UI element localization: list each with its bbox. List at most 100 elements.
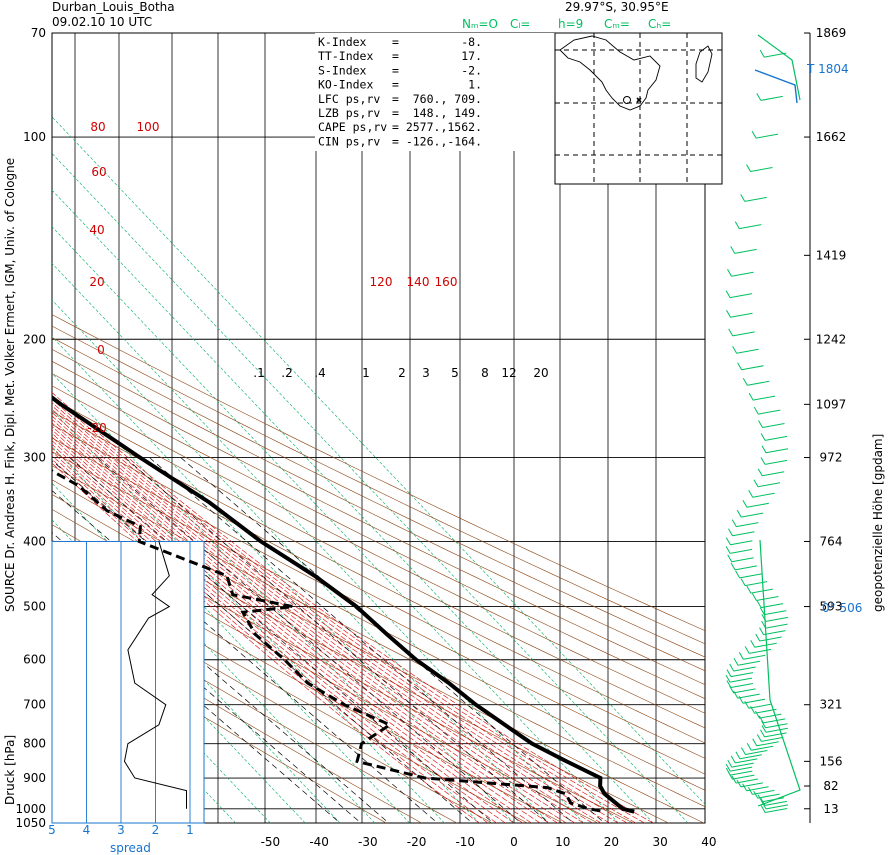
spread-tick-label: 2 bbox=[152, 823, 160, 837]
height-tick-label: 972 bbox=[820, 451, 843, 465]
moist-adiabat bbox=[52, 415, 593, 823]
temperature-tick-label: 20 bbox=[604, 835, 619, 849]
dry-adiabat bbox=[52, 325, 705, 645]
pressure-tick-label: 600 bbox=[23, 653, 46, 667]
freezing-level-label: 0° 506 bbox=[822, 601, 862, 615]
index-name: CAPE ps,rv bbox=[318, 120, 387, 134]
isotherm-line bbox=[52, 372, 480, 823]
cloud-label-nh: Nₘ=O bbox=[462, 17, 498, 31]
moist-adiabat bbox=[52, 422, 576, 823]
dry-adiabat-label: 0 bbox=[97, 343, 105, 357]
dry-adiabat-label: 80 bbox=[90, 120, 105, 134]
mixing-ratio-line bbox=[52, 460, 473, 823]
temperature-tick-label: -30 bbox=[358, 835, 378, 849]
mixing-ratio-line bbox=[96, 457, 522, 823]
moist-adiabat bbox=[52, 395, 645, 823]
station-coords: 29.97°S, 30.95°E bbox=[565, 0, 669, 14]
index-separator: = bbox=[392, 35, 399, 49]
dry-adiabat bbox=[52, 539, 563, 823]
dry-adiabat bbox=[52, 424, 705, 759]
temperature-tick-label: -20 bbox=[407, 835, 427, 849]
isotherm-line bbox=[52, 153, 689, 823]
moist-adiabat bbox=[52, 455, 497, 823]
dry-adiabat bbox=[52, 479, 704, 823]
pressure-tick-label: 200 bbox=[23, 332, 46, 346]
source-credit: SOURCE Dr. Andreas H. Fink, Dipl. Met. V… bbox=[3, 158, 17, 612]
mixing-ratio-label: .2 bbox=[281, 366, 292, 380]
dry-adiabat bbox=[52, 524, 599, 823]
index-name: S-Index bbox=[318, 63, 367, 77]
pressure-tick-label: 800 bbox=[23, 737, 46, 751]
height-tick-label: 1419 bbox=[816, 248, 847, 262]
isotherm-line bbox=[52, 482, 376, 823]
index-name: LFC ps,rv bbox=[318, 92, 380, 106]
mixing-ratio-label: 8 bbox=[481, 366, 489, 380]
index-value: -2. bbox=[461, 63, 482, 77]
stability-indices: K-Index = -8. TT-Index = 17. S-Index = -2. KO-Ind… bbox=[315, 33, 555, 151]
pressure-tick-label: 100 bbox=[23, 130, 46, 144]
dry-adiabat bbox=[52, 360, 705, 685]
dry-adiabat bbox=[52, 348, 705, 672]
temperature-tick-label: -10 bbox=[455, 835, 475, 849]
index-name: KO-Index bbox=[318, 78, 373, 92]
index-value: -126.,-164. bbox=[406, 134, 482, 148]
spread-tick-label: 1 bbox=[186, 823, 194, 837]
moist-adiabat bbox=[52, 440, 532, 823]
africa-coastline bbox=[559, 35, 661, 111]
pressure-tick-label: 300 bbox=[23, 451, 46, 465]
height-tick-label: 1869 bbox=[816, 26, 847, 40]
dry-adiabat bbox=[52, 437, 705, 775]
dry-adiabat-label: -20 bbox=[87, 421, 107, 435]
datetime: 09.02.10 10 UTC bbox=[52, 15, 152, 29]
height-tick-label: 156 bbox=[820, 754, 843, 768]
index-separator: = bbox=[392, 120, 399, 134]
index-separator: = bbox=[392, 92, 399, 106]
temperature-tick-label: 40 bbox=[701, 835, 716, 849]
height-tick-label: 13 bbox=[823, 802, 838, 816]
moist-adiabat bbox=[52, 433, 549, 823]
moist-adiabat bbox=[52, 429, 558, 823]
moist-adiabat bbox=[52, 447, 515, 823]
index-value: 17. bbox=[461, 49, 482, 63]
index-separator: = bbox=[392, 134, 399, 148]
dry-adiabat bbox=[52, 373, 705, 700]
wind-barbs bbox=[725, 49, 789, 813]
temperature-tick-label: -50 bbox=[261, 835, 281, 849]
dry-adiabat bbox=[52, 337, 705, 658]
cloud-label-cl: Cₗ= bbox=[510, 17, 530, 31]
moist-adiabat bbox=[52, 402, 628, 823]
dry-adiabat bbox=[52, 398, 705, 729]
spread-panel bbox=[51, 540, 205, 824]
moist-adiabat bbox=[52, 398, 636, 823]
dry-adiabat bbox=[52, 411, 705, 744]
station-title: Durban_Louis_Botha bbox=[52, 0, 175, 14]
mixing-ratio-label: 12 bbox=[501, 366, 516, 380]
mixing-ratio-line bbox=[52, 490, 438, 823]
height-tick-label: 1242 bbox=[816, 332, 847, 346]
spread-curve bbox=[123, 541, 187, 809]
pressure-tick-label: 400 bbox=[23, 534, 46, 548]
isotherm-line bbox=[52, 189, 654, 823]
pressure-tick-label: 500 bbox=[23, 600, 46, 614]
mixing-ratio-label: 3 bbox=[422, 366, 430, 380]
dry-adiabat-label: 60 bbox=[91, 165, 106, 179]
moist-adiabat bbox=[52, 392, 654, 823]
temperature-tick-label: 10 bbox=[555, 835, 570, 849]
cloud-label-h: h=9 bbox=[558, 17, 583, 31]
index-separator: = bbox=[392, 78, 399, 92]
dry-adiabat bbox=[52, 385, 705, 714]
wind-profile-bottom bbox=[757, 539, 801, 807]
height-tick-label: 764 bbox=[820, 534, 843, 548]
height-tick-label: 321 bbox=[820, 698, 843, 712]
moist-adiabat-label: 160 bbox=[435, 275, 458, 289]
index-value: 2577.,1562. bbox=[406, 120, 482, 134]
index-name: K-Index bbox=[318, 35, 367, 49]
isotherm-line bbox=[52, 519, 341, 823]
moist-adiabat bbox=[52, 405, 619, 823]
height-tick-label: 82 bbox=[823, 779, 838, 793]
mixing-ratio-label: 2 bbox=[398, 366, 406, 380]
dry-adiabat bbox=[52, 314, 705, 631]
index-separator: = bbox=[392, 106, 399, 120]
cloud-label-ch: Cₕ= bbox=[648, 17, 671, 31]
dry-adiabat bbox=[52, 451, 705, 791]
